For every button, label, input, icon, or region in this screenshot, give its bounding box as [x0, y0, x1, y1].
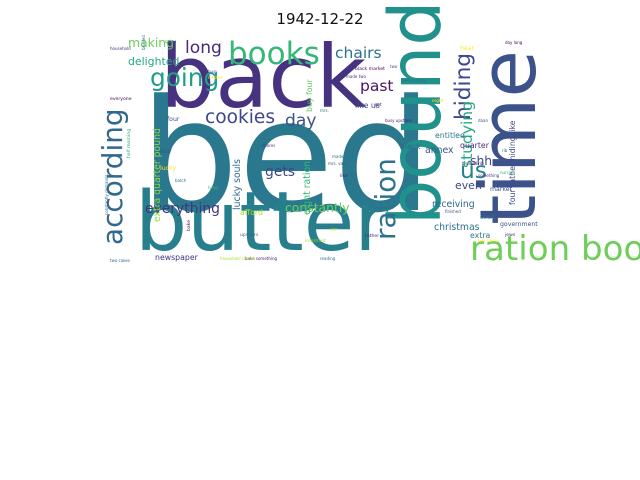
word-constantly: constantly — [285, 200, 350, 215]
word-us: us — [460, 157, 487, 184]
word-finished: finished — [445, 209, 461, 214]
word-rather: rather — [365, 233, 379, 239]
word-reading: reading — [320, 256, 336, 261]
word-past: past — [360, 77, 394, 95]
word-half-morning: half morning — [126, 129, 132, 158]
word-made-two: made two — [346, 74, 366, 79]
word-long: long — [185, 38, 222, 58]
word-bake: bake — [186, 220, 192, 231]
word-chairs: chairs — [335, 44, 382, 62]
word-back: back — [160, 27, 367, 128]
word-lucky: lucky — [160, 165, 176, 172]
word-shh: shh — [470, 153, 492, 168]
word-eight-ration: eight ration — [302, 161, 313, 215]
word-according: according — [96, 108, 129, 245]
word-delighted: delighted — [128, 55, 179, 68]
word-lucky-souls: lucky souls — [232, 159, 243, 210]
word-making: making — [128, 35, 174, 50]
word-day: day — [285, 111, 316, 131]
word-hiding: hiding — [451, 53, 476, 120]
word-two: two — [390, 64, 398, 69]
word-bed-nursing: bed nursing — [402, 78, 426, 83]
word-daan: daan — [478, 118, 488, 123]
word-bake-something: bake something — [245, 256, 278, 261]
word-something: something — [478, 173, 500, 178]
word-quarter: quarter — [460, 141, 490, 150]
word-time: time — [464, 50, 554, 225]
word-bruised: bruised — [141, 35, 146, 50]
word-four-rather-hiding-like: four rather hiding like — [508, 120, 517, 205]
word-studying: studying — [458, 101, 476, 168]
chart-title: 1942-12-22 — [276, 10, 364, 28]
word-household-chores: household chores — [220, 256, 255, 261]
word-busy-upstairs: busy upstairs — [385, 118, 412, 123]
word-made: made — [332, 154, 344, 159]
word-mrs-van: mrs. van — [328, 161, 346, 166]
word-extra-quarter-pound: extra quarter pound — [152, 128, 163, 222]
word-gets: gets — [265, 164, 295, 180]
word-rib: rib — [502, 148, 508, 153]
word-mother: mother — [208, 75, 223, 80]
word-everyone: everyone — [110, 96, 132, 102]
word-christmas: christmas — [434, 222, 480, 233]
word-butter: butter — [135, 175, 388, 270]
word-get: get — [375, 102, 382, 107]
word-upstairs: upstairs — [240, 232, 259, 238]
word-batch: batch — [175, 178, 187, 183]
word-annex: annex — [425, 145, 454, 156]
word-entitled: entitled — [435, 131, 465, 140]
word-two-cakes: two cakes — [478, 238, 498, 243]
word-even: even — [455, 179, 482, 192]
word-lying: lying — [208, 185, 218, 190]
word-like: like — [340, 173, 348, 179]
word-books: books — [228, 36, 320, 72]
word-busy: busy — [208, 69, 218, 74]
word-newspaper: newspaper — [155, 253, 199, 262]
word-constantly-demands: constantly demands — [104, 174, 109, 215]
word-extra: extra — [470, 231, 491, 240]
word-ration-books: ration books — [470, 229, 640, 269]
word-afford: afford — [240, 208, 263, 217]
word-nursing: nursing — [500, 170, 515, 175]
word-eight: eight — [432, 98, 444, 104]
word-cookies: cookies — [205, 107, 275, 128]
word-everything: everything — [145, 201, 220, 217]
word-four: four — [167, 116, 180, 123]
word-household: household — [110, 46, 131, 51]
word-mrs-: mrs. — [320, 108, 329, 113]
word-bound: bound — [374, 0, 457, 225]
word-going: going — [150, 63, 219, 92]
word-receiving: receiving — [432, 199, 475, 210]
word-buy: buy — [160, 148, 172, 155]
word-market: market — [490, 186, 513, 193]
word-two-cakes: two cakes — [110, 258, 130, 263]
word-government: government — [500, 221, 538, 228]
word-black-market: black market — [355, 66, 385, 72]
word-jews: jews — [504, 232, 516, 238]
word-buy-four: buy four — [305, 79, 314, 112]
word-like-us: like us — [355, 101, 380, 110]
word-black: black — [400, 142, 421, 151]
word-souls: souls — [480, 214, 496, 221]
word-van: van — [330, 227, 338, 232]
word-chores: chores — [262, 143, 275, 148]
word-cloud-background — [100, 36, 548, 264]
word-bruised-rib: bruised rib — [462, 161, 484, 166]
word-hear: hear — [460, 45, 475, 52]
word-cakes: cakes — [165, 39, 176, 44]
word-bed: bed — [140, 66, 432, 247]
word-ration: ration — [369, 158, 402, 240]
word-day-long: day long — [505, 40, 523, 45]
word-informed: informed — [305, 238, 326, 244]
